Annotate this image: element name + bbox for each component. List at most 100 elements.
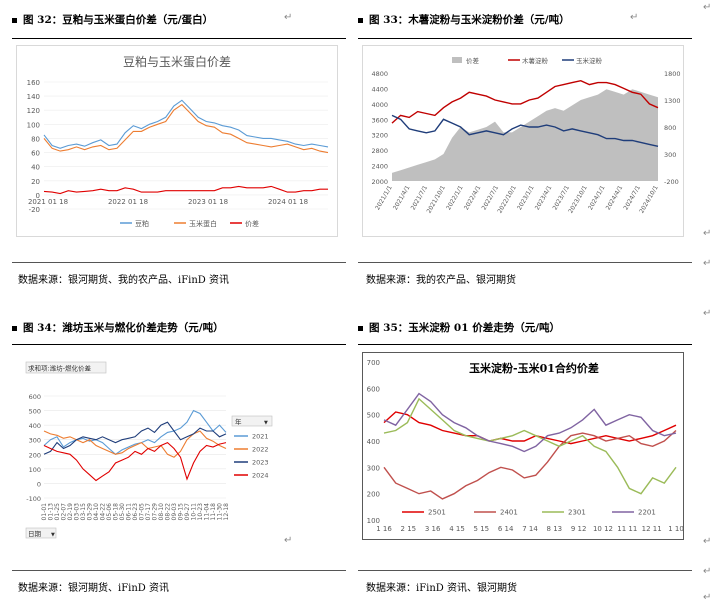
- series-line-玉米蛋白: [43, 103, 329, 154]
- y-tick-label: 200: [367, 491, 380, 499]
- y-tick-label: 0: [37, 480, 41, 488]
- legend-label: 2401: [500, 509, 518, 517]
- return-mark: ↵: [703, 228, 712, 239]
- y-tick-label: 600: [29, 393, 41, 401]
- x-tick-label: 10-11: [191, 503, 198, 521]
- legend-label: 价差: [466, 56, 480, 65]
- y-tick-label: 500: [367, 412, 380, 420]
- x-tick-label: 08-22: [165, 503, 172, 521]
- legend-label: 豆粕: [135, 219, 149, 228]
- y-tick-label: 2400: [371, 163, 388, 171]
- x-tick-label: 05-30: [119, 503, 126, 521]
- x-tick-label: 01-25: [54, 503, 61, 521]
- legend-swatch: [452, 57, 462, 63]
- x-tick-label: 07-29: [152, 503, 159, 521]
- series-line-2501: [383, 411, 677, 445]
- y2-tick-label: 1300: [664, 97, 681, 105]
- x-tick-label: 08-10: [158, 503, 165, 521]
- x-tick-label: 06-23: [132, 503, 139, 521]
- x-tick-label: 01-01: [41, 503, 48, 521]
- x-tick-label: 12-18: [223, 503, 230, 521]
- return-mark: ↵: [703, 536, 712, 547]
- y-tick-label: 40: [31, 164, 40, 172]
- x-tick-label: 02-19: [67, 503, 74, 521]
- rule: [12, 262, 346, 263]
- y-tick-label: 500: [29, 408, 41, 416]
- x-tick-label: 06-11: [126, 503, 133, 521]
- rule: [358, 344, 692, 345]
- date-field-label: 日期: [28, 530, 42, 538]
- legend-label: 2301: [568, 509, 586, 517]
- rule: [12, 570, 346, 571]
- x-tick-label: 5 15: [474, 525, 490, 533]
- y-tick-label: 4000: [371, 101, 388, 109]
- legend-label: 玉米淀粉: [576, 56, 603, 65]
- series-line-玉米淀粉: [391, 114, 659, 147]
- x-tick-label: 05-06: [106, 503, 113, 521]
- y-tick-label: 4800: [371, 70, 388, 78]
- legend-label: 玉米蛋白: [189, 219, 217, 228]
- series-line-2023: [43, 421, 227, 455]
- chart-frame: [16, 45, 338, 237]
- y-tick-label: 2800: [371, 147, 388, 155]
- figure-33-title: 图 33：木薯淀粉与玉米淀粉价差（元/吨）: [358, 12, 570, 27]
- x-tick-label: 9 12: [571, 525, 587, 533]
- legend-label: 2024: [252, 472, 269, 480]
- y-tick-label: 0: [36, 192, 40, 200]
- legend-label: 价差: [245, 219, 259, 228]
- pivot-header-label: 求和项:潍坊-燃化价差: [28, 364, 92, 373]
- series-line-2021: [43, 409, 227, 455]
- x-tick-label: 10 12: [593, 525, 613, 533]
- x-tick-label: 01-13: [48, 503, 55, 521]
- y-tick-label: 60: [31, 150, 40, 158]
- return-mark: ↵: [630, 12, 639, 23]
- return-mark: ↵: [703, 308, 712, 319]
- y-tick-label: 2000: [371, 178, 388, 186]
- x-tick-label: 12 11: [642, 525, 662, 533]
- return-mark: ↵: [284, 535, 293, 546]
- legend-label: 木薯淀粉: [522, 56, 549, 65]
- x-tick-label: 11 11: [617, 525, 637, 533]
- figure-33-source: 数据来源：我的农产品、银河期货: [366, 275, 516, 286]
- y-tick-label: 300: [29, 437, 41, 445]
- y-tick-label: 300: [367, 464, 380, 472]
- x-tick-label: 05-18: [113, 503, 120, 521]
- legend-label: 2501: [428, 509, 446, 517]
- x-tick-label: 03-15: [80, 503, 87, 521]
- rule: [358, 570, 692, 571]
- series-line-2401: [383, 429, 677, 500]
- legend-label: 2022: [252, 446, 269, 454]
- dropdown-arrow-icon: ▼: [51, 532, 55, 538]
- y-tick-label: 700: [367, 359, 380, 367]
- series-line-2201: [383, 392, 677, 453]
- x-tick-label: 09-15: [178, 503, 185, 521]
- series-line-2301: [383, 397, 677, 495]
- chart-frame: [362, 352, 684, 540]
- y-tick-label: 3600: [371, 116, 388, 124]
- y-tick-label: 600: [367, 385, 380, 393]
- series-area-价差: [392, 89, 658, 181]
- x-tick-label: 6 14: [498, 525, 514, 533]
- y-tick-label: 140: [27, 93, 40, 101]
- x-tick-label: 2022 01 18: [108, 198, 148, 206]
- x-tick-label: 03-03: [74, 503, 81, 521]
- x-tick-label: 11-04: [204, 503, 211, 521]
- x-tick-label: 2023 01 18: [188, 198, 228, 206]
- figure-32-title: 图 32：豆粕与玉米蛋白价差（元/蛋白）: [12, 12, 213, 27]
- x-tick-label: 8 13: [547, 525, 563, 533]
- legend-field-button: [231, 415, 273, 427]
- y-tick-label: 100: [27, 121, 40, 129]
- series-line-价差: [43, 185, 328, 195]
- x-tick-label: 03-29: [87, 503, 94, 521]
- x-tick-label: 7 14: [522, 525, 538, 533]
- x-tick-label: 1 10: [668, 525, 684, 533]
- x-tick-label: 2024 01 18: [268, 198, 308, 206]
- chart-title: 豆粕与玉米蛋白价差: [123, 54, 231, 69]
- return-mark: ↵: [703, 592, 712, 603]
- return-mark: ↵: [703, 2, 712, 13]
- y-tick-label: 100: [367, 517, 380, 525]
- figure-32-source: 数据来源：银河期货、我的农产品、iFinD 资讯: [18, 275, 229, 286]
